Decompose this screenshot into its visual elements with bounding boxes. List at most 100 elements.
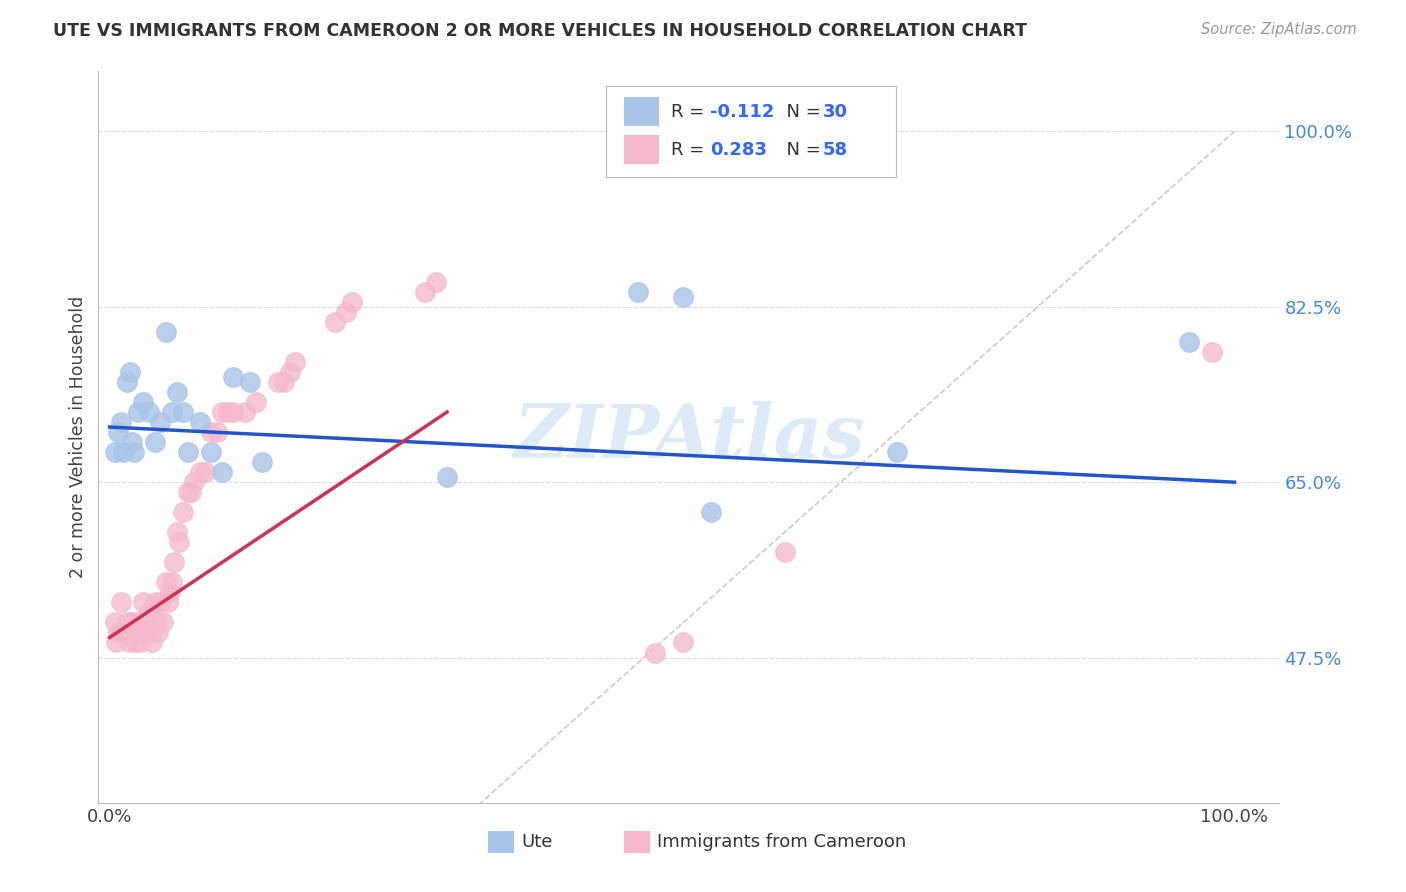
Point	[141, 635, 163, 649]
Point	[146, 625, 169, 640]
Text: 58: 58	[823, 141, 848, 159]
Point	[205, 425, 228, 439]
Point	[222, 370, 245, 384]
Point	[146, 615, 169, 630]
FancyBboxPatch shape	[624, 97, 659, 127]
Point	[129, 625, 152, 640]
Point	[104, 615, 127, 630]
Point	[160, 575, 183, 590]
Point	[217, 405, 239, 419]
Point	[138, 606, 160, 620]
Point	[149, 595, 172, 609]
Point	[436, 470, 458, 484]
Point	[127, 615, 149, 630]
Point	[188, 465, 211, 479]
Point	[163, 555, 186, 569]
Point	[141, 625, 163, 640]
Point	[155, 575, 177, 590]
FancyBboxPatch shape	[624, 830, 650, 853]
Point	[124, 445, 146, 459]
Point	[112, 445, 135, 459]
Point	[138, 405, 160, 419]
Point	[340, 294, 363, 309]
Point	[177, 485, 200, 500]
FancyBboxPatch shape	[624, 135, 659, 164]
Point	[110, 595, 132, 609]
Point	[121, 435, 143, 450]
Point	[160, 405, 183, 419]
Point	[188, 415, 211, 429]
Point	[183, 475, 205, 490]
Point	[273, 375, 295, 389]
Point	[335, 305, 357, 319]
FancyBboxPatch shape	[488, 830, 515, 853]
Point	[149, 415, 172, 429]
Point	[105, 635, 128, 649]
Point	[115, 375, 138, 389]
Point	[172, 505, 194, 519]
Point	[250, 455, 273, 469]
Point	[166, 525, 188, 540]
Point	[124, 635, 146, 649]
Text: ZIPAtlas: ZIPAtlas	[513, 401, 865, 474]
Point	[180, 485, 202, 500]
Point	[211, 465, 233, 479]
Point	[115, 615, 138, 630]
Text: Ute: Ute	[522, 832, 553, 851]
Point	[211, 405, 233, 419]
Point	[413, 285, 436, 299]
Point	[278, 365, 301, 379]
Point	[121, 615, 143, 630]
Text: Immigrants from Cameroon: Immigrants from Cameroon	[657, 832, 907, 851]
Point	[672, 635, 695, 649]
Point	[672, 290, 695, 304]
Text: R =: R =	[671, 103, 710, 120]
Point	[127, 405, 149, 419]
Point	[644, 646, 666, 660]
Point	[177, 445, 200, 459]
Point	[886, 445, 908, 459]
Point	[200, 425, 222, 439]
Text: N =: N =	[775, 141, 827, 159]
FancyBboxPatch shape	[606, 86, 896, 178]
Point	[118, 625, 141, 640]
Point	[118, 365, 141, 379]
Point	[152, 615, 174, 630]
Point	[155, 325, 177, 339]
Point	[1178, 334, 1201, 349]
Point	[166, 384, 188, 399]
Point	[233, 405, 256, 419]
Point	[124, 625, 146, 640]
Point	[135, 625, 157, 640]
Point	[132, 395, 155, 409]
Point	[323, 315, 346, 329]
Point	[143, 435, 166, 450]
Point	[107, 425, 129, 439]
Text: N =: N =	[775, 103, 827, 120]
Point	[267, 375, 290, 389]
Point	[157, 595, 180, 609]
Text: Source: ZipAtlas.com: Source: ZipAtlas.com	[1201, 22, 1357, 37]
Point	[135, 615, 157, 630]
Text: R =: R =	[671, 141, 710, 159]
Point	[239, 375, 262, 389]
Point	[284, 355, 307, 369]
Text: UTE VS IMMIGRANTS FROM CAMEROON 2 OR MORE VEHICLES IN HOUSEHOLD CORRELATION CHAR: UTE VS IMMIGRANTS FROM CAMEROON 2 OR MOR…	[53, 22, 1028, 40]
Point	[245, 395, 267, 409]
Point	[159, 585, 181, 599]
Point	[200, 445, 222, 459]
Point	[110, 415, 132, 429]
Point	[107, 625, 129, 640]
Text: 30: 30	[823, 103, 848, 120]
Point	[143, 595, 166, 609]
Point	[627, 285, 650, 299]
Point	[172, 405, 194, 419]
Point	[118, 635, 141, 649]
Y-axis label: 2 or more Vehicles in Household: 2 or more Vehicles in Household	[69, 296, 87, 578]
Point	[700, 505, 723, 519]
Text: 0.283: 0.283	[710, 141, 768, 159]
Point	[222, 405, 245, 419]
Point	[132, 595, 155, 609]
Point	[129, 635, 152, 649]
Point	[1201, 345, 1223, 359]
